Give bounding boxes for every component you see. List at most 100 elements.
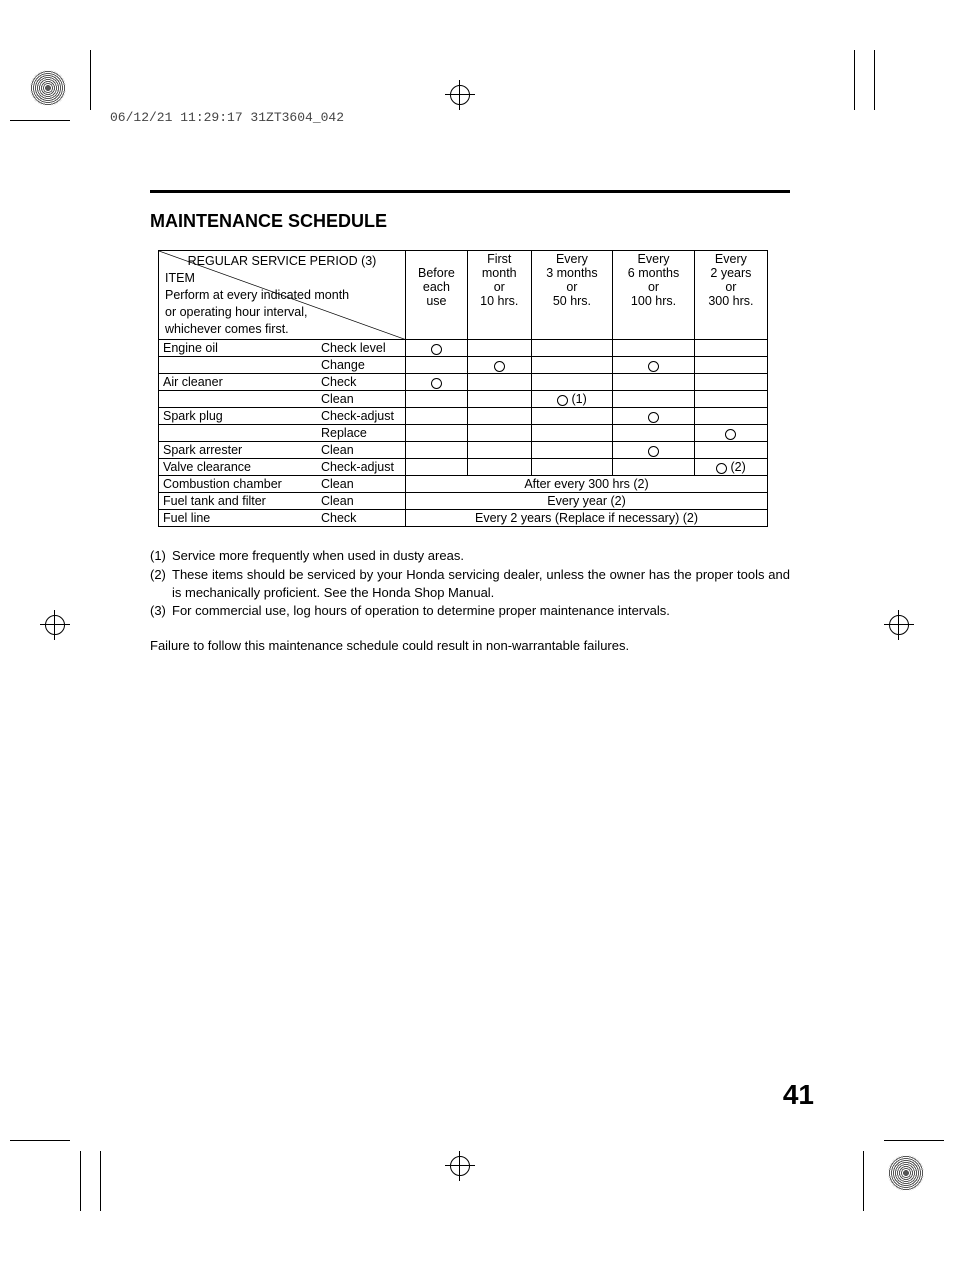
header-stamp: 06/12/21 11:29:17 31ZT3604_042 <box>110 110 344 125</box>
mark-cell <box>531 357 613 374</box>
crop-mark-br <box>854 1121 934 1201</box>
action-cell: Clean <box>317 442 406 459</box>
mark-cell <box>613 425 695 442</box>
action-cell: Clean <box>317 493 406 510</box>
mark-cell <box>406 374 468 391</box>
header-item-label: ITEM <box>165 270 399 287</box>
mark-cell <box>613 391 695 408</box>
mark-cell <box>613 374 695 391</box>
item-cell: Valve clearance <box>159 459 318 476</box>
action-cell: Clean <box>317 391 406 408</box>
mark-cell <box>531 425 613 442</box>
table-row: Spark plugCheck-adjust <box>159 408 768 425</box>
table-row: Clean (1) <box>159 391 768 408</box>
crop-mark-tr <box>854 60 934 140</box>
mark-cell <box>531 442 613 459</box>
mark-cell <box>406 408 468 425</box>
mark-cell <box>406 442 468 459</box>
mark-cell <box>531 459 613 476</box>
mark-cell: (2) <box>694 459 767 476</box>
page-number: 41 <box>783 1079 814 1111</box>
table-row: Combustion chamberCleanAfter every 300 h… <box>159 476 768 493</box>
span-cell: Every year (2) <box>406 493 768 510</box>
mark-cell <box>467 408 531 425</box>
item-cell <box>159 357 318 374</box>
crop-mark-bl <box>20 1121 100 1201</box>
table-row: Valve clearanceCheck-adjust (2) <box>159 459 768 476</box>
action-cell: Check-adjust <box>317 459 406 476</box>
item-cell <box>159 425 318 442</box>
mark-cell <box>467 357 531 374</box>
mark-cell <box>694 425 767 442</box>
mark-cell <box>613 357 695 374</box>
action-cell: Check level <box>317 340 406 357</box>
crop-mark-tl <box>20 60 100 140</box>
item-cell: Engine oil <box>159 340 318 357</box>
crosshair-right <box>884 610 914 640</box>
footnote: (3)For commercial use, log hours of oper… <box>150 602 790 620</box>
footnote: (2)These items should be serviced by you… <box>150 566 790 602</box>
col-3: Every6 monthsor100 hrs. <box>613 251 695 340</box>
mark-cell <box>406 391 468 408</box>
item-cell: Combustion chamber <box>159 476 318 493</box>
mark-cell <box>467 391 531 408</box>
mark-cell <box>467 425 531 442</box>
table-row: Spark arresterClean <box>159 442 768 459</box>
mark-cell <box>613 340 695 357</box>
item-cell: Spark arrester <box>159 442 318 459</box>
table-row: Fuel lineCheckEvery 2 years (Replace if … <box>159 510 768 527</box>
mark-cell <box>694 391 767 408</box>
mark-cell <box>467 374 531 391</box>
action-cell: Replace <box>317 425 406 442</box>
action-cell: Change <box>317 357 406 374</box>
table-row: Change <box>159 357 768 374</box>
item-cell <box>159 391 318 408</box>
mark-cell <box>613 442 695 459</box>
action-cell: Check-adjust <box>317 408 406 425</box>
crosshair-bottom <box>445 1151 475 1181</box>
mark-cell <box>467 459 531 476</box>
span-cell: Every 2 years (Replace if necessary) (2) <box>406 510 768 527</box>
col-2: Every3 monthsor50 hrs. <box>531 251 613 340</box>
header-note-l2: or operating hour interval, <box>165 304 399 321</box>
page-title: MAINTENANCE SCHEDULE <box>150 211 790 232</box>
span-cell: After every 300 hrs (2) <box>406 476 768 493</box>
item-cell: Fuel line <box>159 510 318 527</box>
mark-cell <box>467 340 531 357</box>
warning-text: Failure to follow this maintenance sched… <box>150 638 790 653</box>
mark-cell <box>694 374 767 391</box>
mark-cell <box>694 442 767 459</box>
table-row: Air cleanerCheck <box>159 374 768 391</box>
header-note-l1: Perform at every indicated month <box>165 287 399 304</box>
mark-cell <box>694 357 767 374</box>
col-0: Beforeeachuse <box>406 251 468 340</box>
table-row: Engine oilCheck level <box>159 340 768 357</box>
table-row: Replace <box>159 425 768 442</box>
mark-cell <box>531 340 613 357</box>
mark-cell <box>613 459 695 476</box>
mark-cell <box>531 408 613 425</box>
action-cell: Check <box>317 510 406 527</box>
mark-cell <box>406 340 468 357</box>
mark-cell <box>613 408 695 425</box>
mark-cell <box>406 357 468 374</box>
footnote: (1)Service more frequently when used in … <box>150 547 790 565</box>
mark-cell <box>531 374 613 391</box>
top-rule <box>150 190 790 193</box>
item-cell: Air cleaner <box>159 374 318 391</box>
item-cell: Spark plug <box>159 408 318 425</box>
maintenance-table: REGULAR SERVICE PERIOD (3) ITEM Perform … <box>158 250 768 527</box>
header-note-l3: whichever comes first. <box>165 321 399 338</box>
mark-cell <box>467 442 531 459</box>
crosshair-top <box>445 80 475 110</box>
item-cell: Fuel tank and filter <box>159 493 318 510</box>
table-row: Fuel tank and filterCleanEvery year (2) <box>159 493 768 510</box>
mark-cell <box>694 340 767 357</box>
crosshair-left <box>40 610 70 640</box>
header-regular-period: REGULAR SERVICE PERIOD (3) <box>165 253 399 270</box>
mark-cell: (1) <box>531 391 613 408</box>
col-4: Every2 yearsor300 hrs. <box>694 251 767 340</box>
action-cell: Check <box>317 374 406 391</box>
page-content: MAINTENANCE SCHEDULE REGULAR SERVICE PER… <box>150 190 790 653</box>
footnotes: (1)Service more frequently when used in … <box>150 547 790 620</box>
